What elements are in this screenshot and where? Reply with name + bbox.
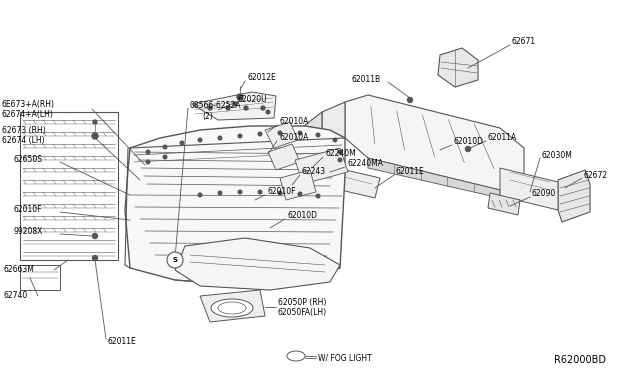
Circle shape xyxy=(278,191,282,195)
Text: 62011A: 62011A xyxy=(488,134,517,142)
Text: 62010D: 62010D xyxy=(287,212,317,221)
Text: 62240M: 62240M xyxy=(325,150,356,158)
Circle shape xyxy=(238,190,242,194)
Polygon shape xyxy=(295,148,348,184)
Text: 62011E: 62011E xyxy=(108,337,137,346)
Circle shape xyxy=(93,120,97,124)
Text: 62020U: 62020U xyxy=(238,94,268,103)
Circle shape xyxy=(93,234,97,238)
Polygon shape xyxy=(175,238,340,290)
Polygon shape xyxy=(125,126,345,285)
Circle shape xyxy=(465,147,470,151)
Text: (2): (2) xyxy=(202,112,212,121)
Circle shape xyxy=(93,256,97,260)
Polygon shape xyxy=(315,164,380,198)
Circle shape xyxy=(180,141,184,145)
Polygon shape xyxy=(305,112,322,162)
Text: 62674+A(LH): 62674+A(LH) xyxy=(2,109,54,119)
Polygon shape xyxy=(438,48,478,87)
Circle shape xyxy=(218,136,222,140)
Circle shape xyxy=(167,252,183,268)
Text: 62050P (RH): 62050P (RH) xyxy=(278,298,326,307)
Circle shape xyxy=(258,132,262,136)
Text: 62672: 62672 xyxy=(584,170,608,180)
Polygon shape xyxy=(200,290,265,322)
Text: 62010A: 62010A xyxy=(279,118,308,126)
Circle shape xyxy=(238,134,242,138)
Text: 99208X: 99208X xyxy=(14,228,44,237)
Text: 62050FA(LH): 62050FA(LH) xyxy=(278,308,327,317)
Circle shape xyxy=(198,138,202,142)
Circle shape xyxy=(218,191,222,195)
Circle shape xyxy=(316,194,320,198)
Text: 62030M: 62030M xyxy=(542,151,573,160)
Polygon shape xyxy=(322,102,345,148)
Text: 62243: 62243 xyxy=(302,167,326,176)
Circle shape xyxy=(146,160,150,164)
Circle shape xyxy=(278,131,282,135)
Circle shape xyxy=(92,133,98,139)
Text: 62090: 62090 xyxy=(532,189,556,199)
Bar xyxy=(20,112,118,260)
Circle shape xyxy=(298,131,302,135)
Text: 62010F: 62010F xyxy=(14,205,42,215)
Polygon shape xyxy=(345,95,524,190)
Circle shape xyxy=(316,133,320,137)
Bar xyxy=(20,265,60,290)
Polygon shape xyxy=(500,168,558,210)
Ellipse shape xyxy=(211,299,253,317)
Text: 62012E: 62012E xyxy=(247,74,276,83)
Text: 62663M: 62663M xyxy=(4,266,35,275)
Circle shape xyxy=(261,106,265,110)
Text: 62240MA: 62240MA xyxy=(347,160,383,169)
Circle shape xyxy=(237,94,243,100)
Ellipse shape xyxy=(287,351,305,361)
Polygon shape xyxy=(268,144,300,170)
Text: R62000BD: R62000BD xyxy=(554,355,606,365)
Polygon shape xyxy=(192,92,276,120)
Ellipse shape xyxy=(218,302,246,314)
Circle shape xyxy=(146,150,150,154)
Circle shape xyxy=(226,106,230,110)
Circle shape xyxy=(266,110,270,114)
Circle shape xyxy=(244,106,248,110)
Polygon shape xyxy=(558,170,590,222)
Circle shape xyxy=(338,150,342,154)
Circle shape xyxy=(258,190,262,194)
Text: 62010F: 62010F xyxy=(267,187,296,196)
Polygon shape xyxy=(265,122,298,148)
Text: S: S xyxy=(173,257,177,263)
Circle shape xyxy=(208,106,212,110)
Text: 62674 (LH): 62674 (LH) xyxy=(2,135,45,144)
Polygon shape xyxy=(488,193,520,215)
Text: 08566-6252A: 08566-6252A xyxy=(190,100,241,109)
Circle shape xyxy=(233,102,237,106)
Circle shape xyxy=(408,97,413,103)
Text: 62673 (RH): 62673 (RH) xyxy=(2,125,45,135)
Text: 6E673+A(RH): 6E673+A(RH) xyxy=(2,99,55,109)
Text: 62010A: 62010A xyxy=(279,134,308,142)
Text: 62011B: 62011B xyxy=(352,76,381,84)
Text: 62740: 62740 xyxy=(4,292,28,301)
Text: 62671: 62671 xyxy=(512,38,536,46)
Circle shape xyxy=(198,193,202,197)
Polygon shape xyxy=(368,158,500,198)
Circle shape xyxy=(338,158,342,162)
Circle shape xyxy=(163,145,167,149)
Circle shape xyxy=(333,138,337,142)
Polygon shape xyxy=(280,170,316,200)
Text: 62010D: 62010D xyxy=(454,138,484,147)
Text: 62650S: 62650S xyxy=(14,155,43,164)
Text: W/ FOG LIGHT: W/ FOG LIGHT xyxy=(318,353,372,362)
Circle shape xyxy=(298,192,302,196)
Text: 62011E: 62011E xyxy=(396,167,425,176)
Circle shape xyxy=(163,155,167,159)
